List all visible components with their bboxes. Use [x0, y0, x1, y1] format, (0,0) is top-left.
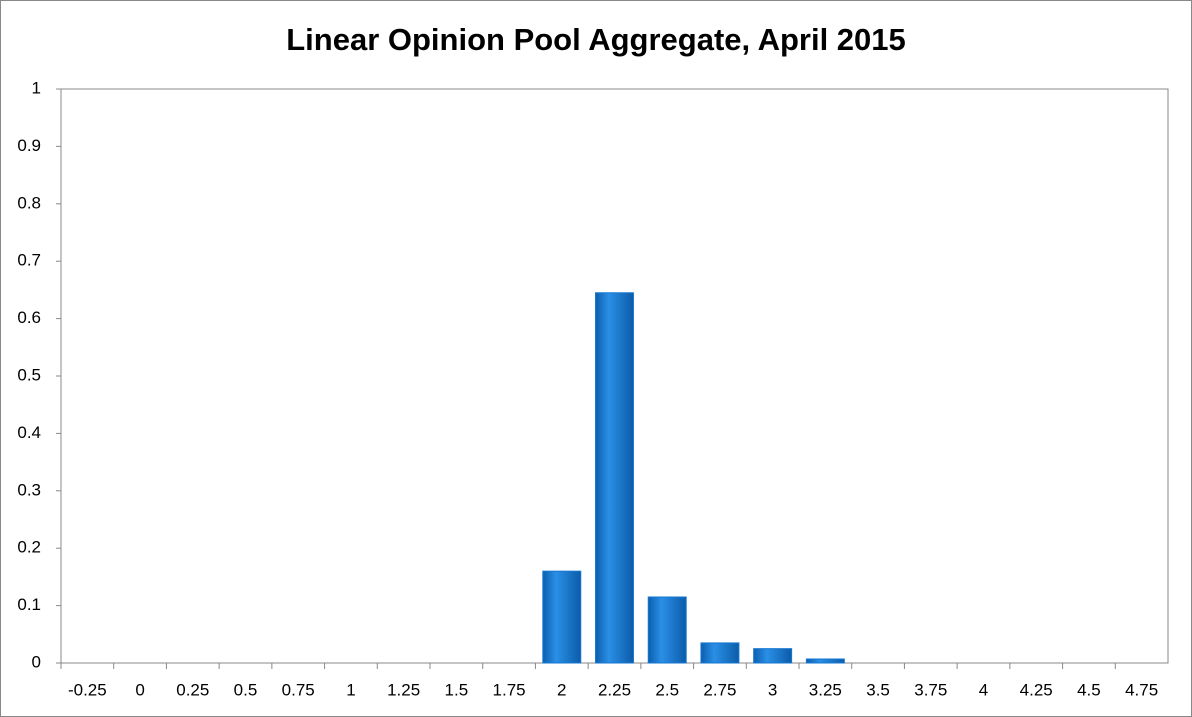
x-tick-label: 3.5 — [866, 680, 890, 699]
bar — [805, 658, 845, 664]
y-tick-label: 0.5 — [17, 365, 41, 384]
x-tick-label: 3 — [768, 680, 777, 699]
y-tick-label: 0.3 — [17, 480, 41, 499]
y-tick-label: 0.9 — [17, 136, 41, 155]
x-tick-label: 1.75 — [493, 680, 526, 699]
bar — [647, 596, 687, 664]
bar — [700, 642, 740, 664]
x-tick-label: 3.25 — [809, 680, 842, 699]
y-tick-label: 0.2 — [17, 538, 41, 557]
x-tick-label: 4.5 — [1077, 680, 1101, 699]
y-tick-label: 0 — [32, 652, 41, 671]
x-tick-label: -0.25 — [68, 680, 107, 699]
x-tick-label: 2 — [557, 680, 566, 699]
x-tick-label: 2.5 — [655, 680, 679, 699]
x-tick-label: 0.75 — [282, 680, 315, 699]
y-tick-label: 0.1 — [17, 595, 41, 614]
x-tick-label: 0.5 — [234, 680, 258, 699]
x-tick-label: 2.25 — [598, 680, 631, 699]
x-tick-label: 3.75 — [914, 680, 947, 699]
x-tick-label: 0.25 — [176, 680, 209, 699]
x-tick-label: 1.25 — [387, 680, 420, 699]
y-tick-label: 0.6 — [17, 308, 41, 327]
chart-title: Linear Opinion Pool Aggregate, April 201… — [286, 22, 906, 57]
x-tick-label: 2.75 — [703, 680, 736, 699]
y-tick-label: 1 — [32, 78, 41, 97]
x-tick-label: 1 — [346, 680, 355, 699]
y-tick-label: 0.8 — [17, 193, 41, 212]
x-tick-label: 0 — [135, 680, 144, 699]
x-tick-label: 4.75 — [1125, 680, 1158, 699]
x-tick-label: 1.5 — [445, 680, 469, 699]
bar — [542, 570, 582, 664]
y-tick-label: 0.7 — [17, 251, 41, 270]
y-tick-label: 0.4 — [17, 423, 41, 442]
bar — [753, 648, 793, 664]
x-tick-label: 4.25 — [1020, 680, 1053, 699]
bar — [595, 292, 634, 664]
x-tick-label: 4 — [979, 680, 988, 699]
